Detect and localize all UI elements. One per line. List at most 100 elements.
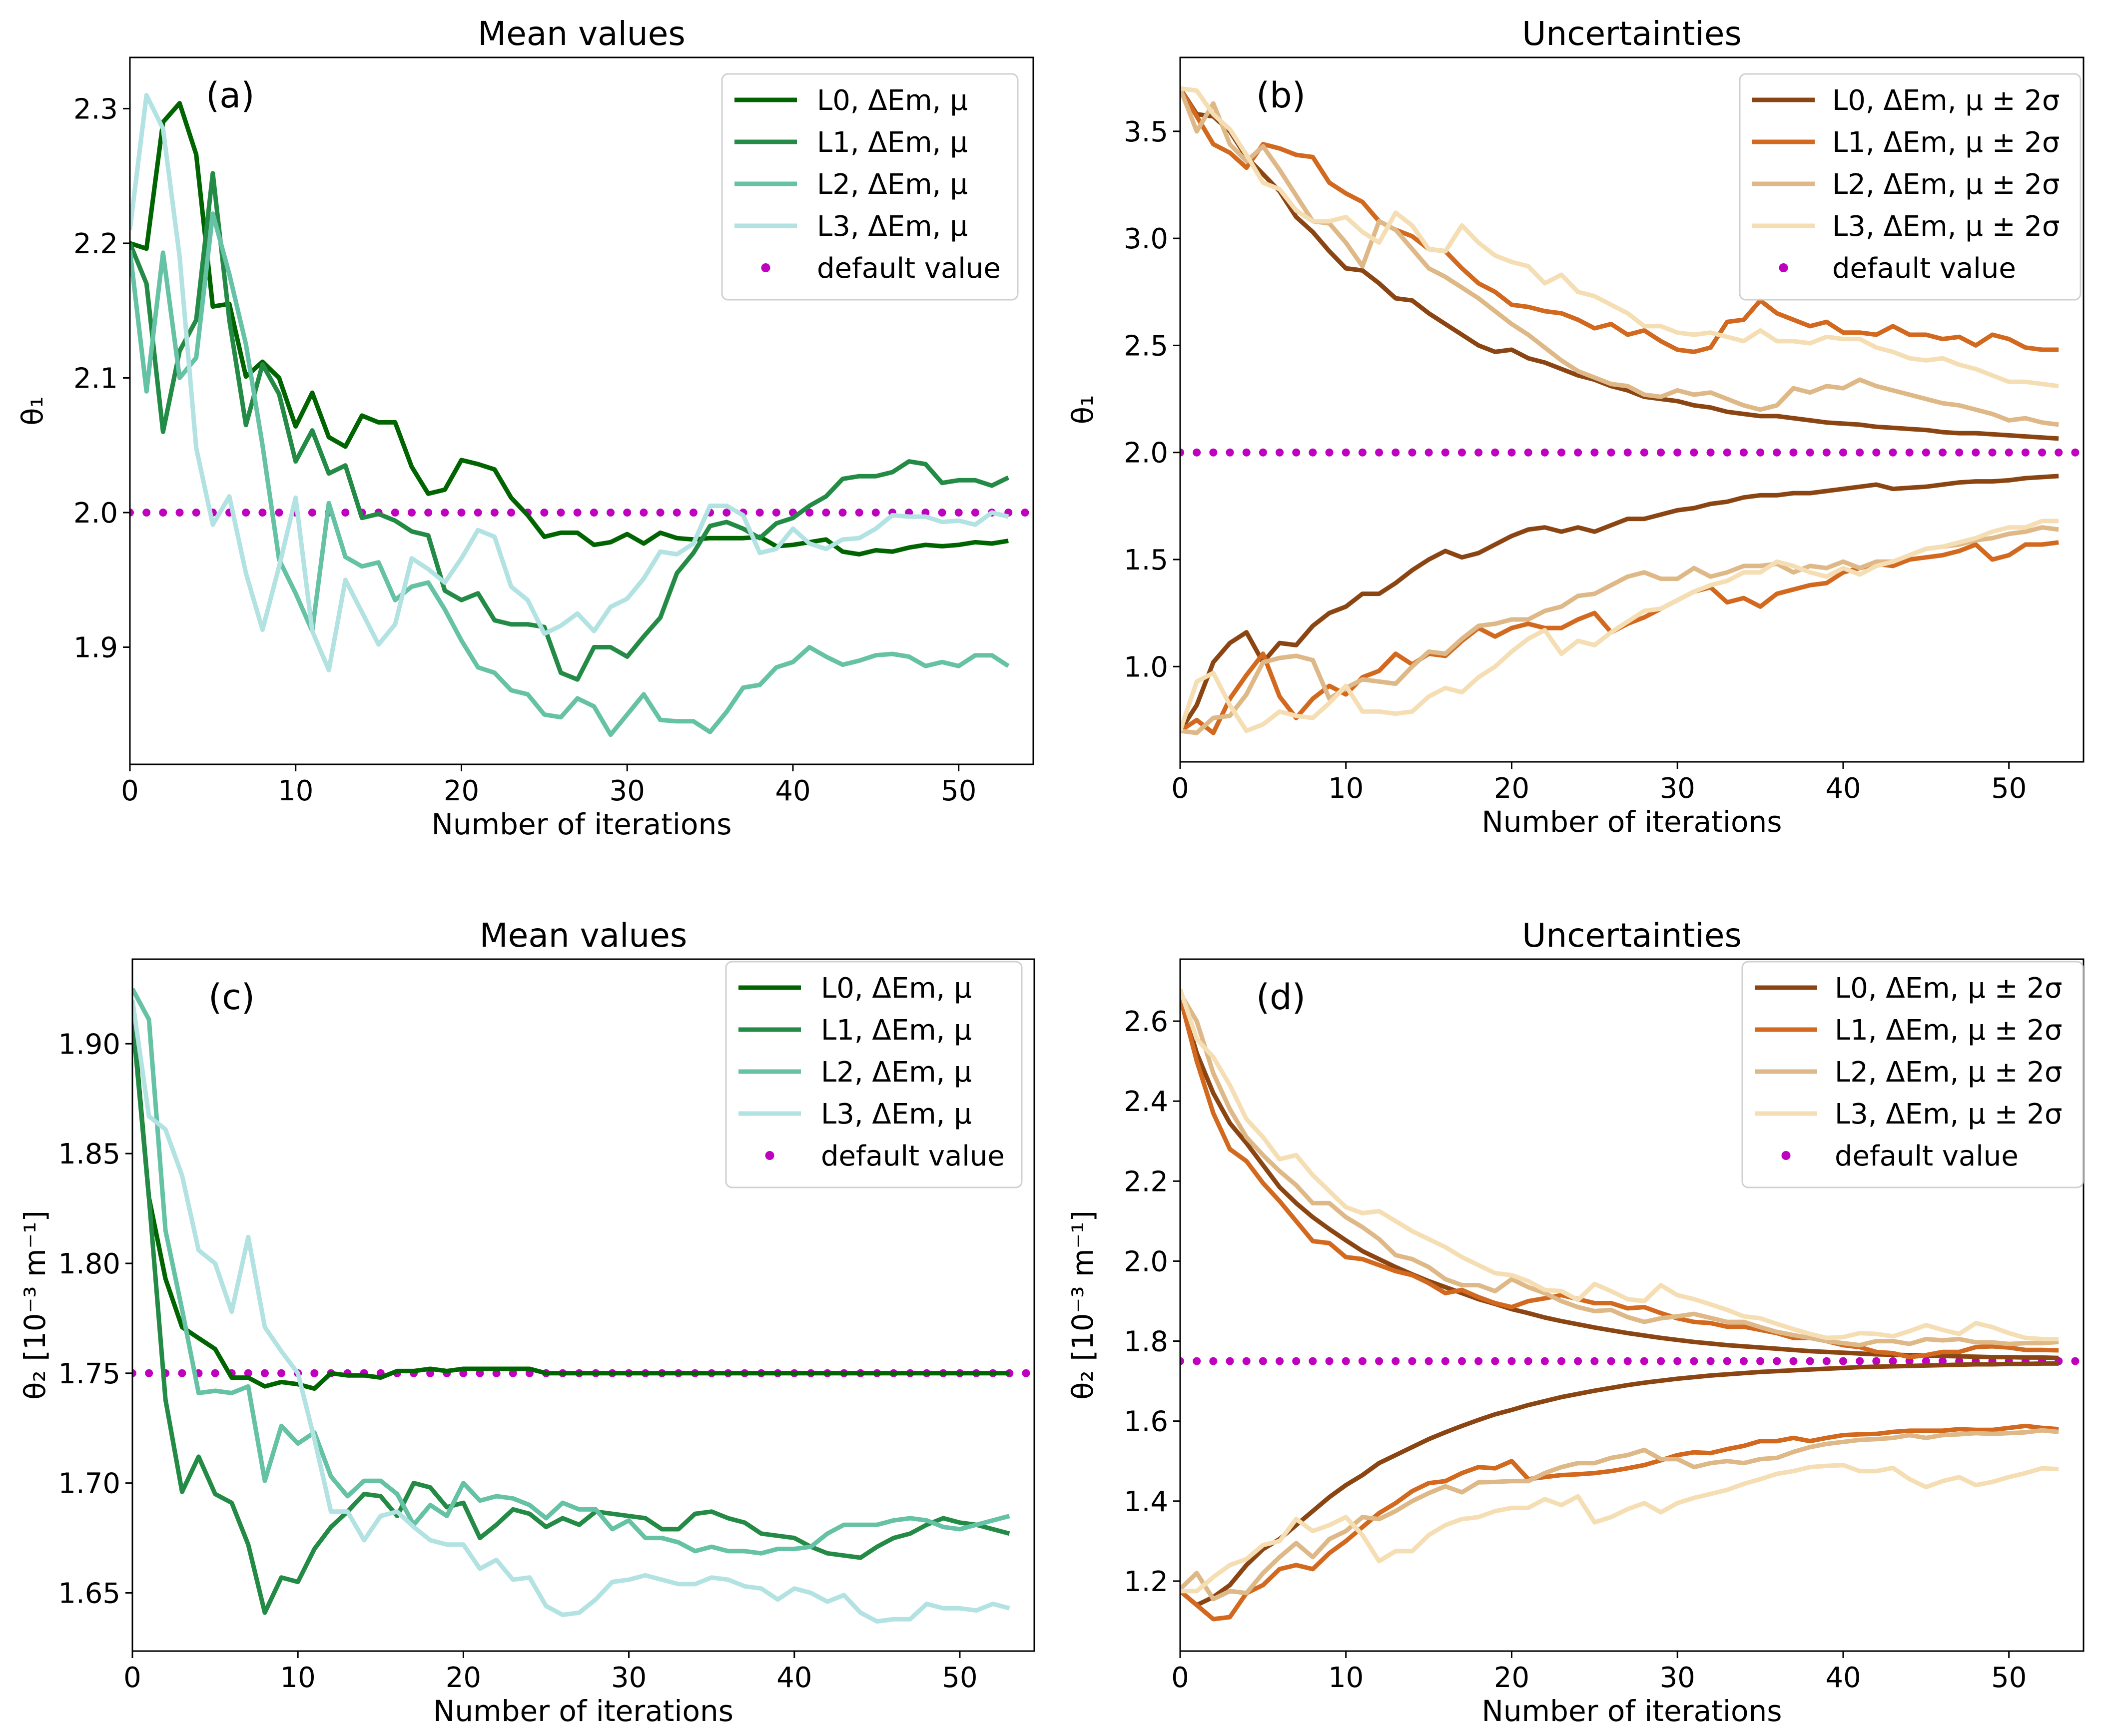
default-value-dot	[1325, 1357, 1334, 1365]
series-line-L1_mean	[130, 171, 1010, 682]
x-tick-label: 50	[1991, 772, 2027, 805]
default-value-dot	[1673, 1357, 1682, 1365]
series-line-L3_mean	[130, 93, 1009, 672]
series-line-L0_mean	[130, 101, 1009, 557]
default-value-dot	[178, 1369, 186, 1377]
default-value-dot	[1706, 448, 1715, 457]
legend-default-marker	[1779, 263, 1788, 272]
default-value-dot	[424, 508, 433, 517]
legend-entry: L3, ΔEm, μ	[817, 210, 968, 243]
default-value-dot	[1806, 448, 1814, 457]
default-value-dot	[132, 1369, 136, 1377]
legend: L0, ΔEm, μ ± 2σ L1, ΔEm, μ ± 2σ L2, ΔEm, μ…	[1741, 961, 2084, 1188]
default-value-dot	[1491, 1357, 1499, 1365]
default-value-dot	[1872, 448, 1881, 457]
legend: L0, ΔEm, μ L1, ΔEm, μ L2, ΔEm, μ L3, ΔEm, μ…	[725, 961, 1023, 1188]
x-tick-label: 0	[1171, 772, 1189, 805]
default-value-dot	[1939, 448, 1947, 457]
x-axis-label: Number of iterations	[433, 1694, 733, 1728]
y-tick-label: 2.5	[1124, 330, 1168, 362]
series-line-L3_unc-lower	[1180, 519, 2059, 733]
default-value-dot	[1607, 448, 1615, 457]
default-value-dot	[1723, 1357, 1731, 1365]
series-line-L1_unc-lower	[1180, 540, 2059, 735]
legend-entry: L3, ΔEm, μ ± 2σ	[1835, 1098, 2063, 1131]
default-value-dot	[1276, 1357, 1284, 1365]
default-value-dot	[1457, 1357, 1466, 1365]
default-value-dot	[507, 508, 516, 517]
default-value-dot	[457, 508, 466, 517]
plot-frame	[1179, 958, 2085, 1652]
default-value-dot	[673, 508, 681, 517]
default-value-dot	[1789, 448, 1798, 457]
default-value-dot	[573, 508, 582, 517]
panel-a: Mean values 0 10 20 30 40 50 1.9 2.0 2.1 2.2 2.3 Num…	[15, 14, 1034, 841]
x-axis-label: Number of iterations	[431, 807, 731, 841]
x-tick-label: 0	[123, 1662, 141, 1694]
y-tick-label: 1.5	[1124, 544, 1168, 577]
default-value-dot	[1756, 448, 1765, 457]
y-tick-label: 1.65	[58, 1577, 120, 1610]
y-tick-label: 2.3	[73, 93, 118, 125]
series-line-L1_mean	[132, 1017, 1010, 1615]
panel-tag: (d)	[1256, 977, 1306, 1018]
legend-entry: L3, ΔEm, μ ± 2σ	[1832, 210, 2060, 243]
default-value-dot	[1392, 1357, 1400, 1365]
series-line-L1_unc-upper	[1180, 87, 2059, 354]
series-line-L0_unc-upper	[1180, 87, 2059, 441]
series-line-L3_mean	[132, 999, 1010, 1624]
panel-d: Uncertainties 0 10 20 30 40 50 1.2 1.4 1.6 1.8 2.0 2…	[1066, 916, 2085, 1728]
default-value-dot	[938, 508, 946, 517]
default-value-dot	[1209, 448, 1218, 457]
x-tick-label: 20	[1494, 1662, 1529, 1694]
default-value-dot	[260, 1369, 269, 1377]
panel-title: Mean values	[478, 14, 685, 53]
default-value-dot	[1325, 448, 1334, 457]
default-value-dot	[971, 508, 979, 517]
x-tick-label: 30	[610, 775, 645, 807]
default-value-dot	[1706, 1357, 1715, 1365]
default-value-dot	[557, 508, 565, 517]
series-line-L2_mean	[130, 211, 1010, 737]
y-tick-label: 2.6	[1124, 1006, 1168, 1038]
x-tick-label: 10	[280, 1662, 316, 1694]
series-line-L0_unc-lower	[1180, 474, 2059, 732]
x-tick-label: 40	[1825, 772, 1861, 805]
default-value-dot	[1342, 1357, 1350, 1365]
y-tick-label: 1.0	[1124, 651, 1168, 683]
default-value-dot	[838, 508, 847, 517]
legend-entry-default: default value	[1835, 1140, 2019, 1172]
default-value-dot	[1922, 1357, 1930, 1365]
legend-box	[725, 961, 1023, 1188]
default-value-dot	[772, 508, 780, 517]
default-value-dot	[822, 508, 830, 517]
default-value-dot	[2071, 448, 2080, 457]
default-value-dot	[1557, 448, 1566, 457]
default-value-dot	[1474, 448, 1483, 457]
default-value-dot	[1021, 508, 1029, 517]
default-value-dot	[407, 508, 416, 517]
default-value-dot	[1342, 448, 1350, 457]
default-value-dot	[1889, 1357, 1897, 1365]
default-value-dot	[490, 508, 499, 517]
default-value-dot	[1988, 448, 1997, 457]
legend-box	[1741, 961, 2084, 1188]
default-value-line	[1180, 448, 2080, 457]
x-tick-label: 10	[278, 775, 313, 807]
default-value-dot	[1022, 1369, 1030, 1377]
x-tick-label: 40	[1825, 1662, 1861, 1694]
default-value-dot	[1756, 1357, 1765, 1365]
x-tick-label: 30	[1660, 772, 1695, 805]
x-tick-label: 40	[776, 1662, 812, 1694]
panel-title: Uncertainties	[1522, 14, 1742, 53]
default-value-dot	[1623, 1357, 1632, 1365]
default-value-dot	[1375, 448, 1384, 457]
default-value-dot	[1657, 1357, 1665, 1365]
x-tick-label: 10	[1328, 772, 1364, 805]
default-value-dot	[1193, 1357, 1201, 1365]
plot-frame	[1179, 56, 2085, 763]
default-value-dot	[145, 1369, 153, 1377]
default-value-dot	[1292, 1357, 1301, 1365]
legend: L0, ΔEm, μ ± 2σ L1, ΔEm, μ ± 2σ L2, ΔEm, μ…	[1739, 73, 2082, 301]
